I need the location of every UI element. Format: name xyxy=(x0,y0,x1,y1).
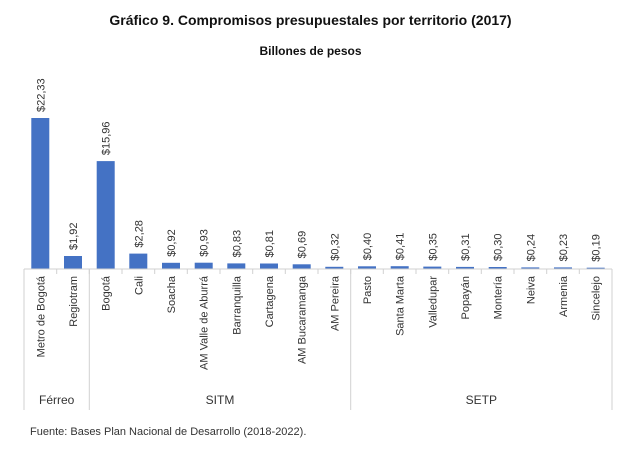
bar xyxy=(325,266,344,269)
bar xyxy=(456,266,474,269)
bar xyxy=(96,161,115,269)
category-label: AM Valle de Aburrá xyxy=(199,275,211,370)
data-label: $0,24 xyxy=(525,234,537,262)
category-label: Neiva xyxy=(525,275,537,304)
data-label: $0,35 xyxy=(427,233,439,261)
category-label: Soacha xyxy=(166,275,178,313)
category-label: Regiotram xyxy=(68,276,80,327)
data-label: $22,33 xyxy=(35,78,47,112)
data-label: $0,32 xyxy=(329,233,341,261)
bar xyxy=(358,266,376,269)
bar xyxy=(129,253,148,269)
group-label: Férreo xyxy=(39,393,75,407)
category-label: Armenia xyxy=(558,275,570,317)
category-label: Montería xyxy=(493,275,505,319)
category-label: Pasto xyxy=(362,276,374,304)
data-label: $0,30 xyxy=(493,233,505,261)
bar xyxy=(554,267,572,269)
bar xyxy=(586,267,605,269)
data-label: $0,41 xyxy=(395,233,407,261)
bar xyxy=(260,263,278,269)
data-label: $0,40 xyxy=(362,233,374,261)
group-label: SETP xyxy=(466,393,497,407)
category-label: Sincelejo xyxy=(591,276,603,321)
category-label: Cali xyxy=(133,276,145,295)
data-label: $0,23 xyxy=(558,234,570,262)
bar xyxy=(227,263,246,269)
data-label: $0,69 xyxy=(297,231,309,259)
data-label: $0,31 xyxy=(460,233,472,261)
data-label: $0,93 xyxy=(199,229,211,257)
category-label: Bogotá xyxy=(101,275,113,311)
category-label: Metro de Bogotá xyxy=(35,275,47,357)
bar xyxy=(521,267,540,269)
chart-subtitle: Billones de pesos xyxy=(259,44,362,58)
chart-title: Gráfico 9. Compromisos presupuestales po… xyxy=(109,12,512,28)
bar xyxy=(488,267,507,269)
category-label: AM Pereira xyxy=(329,275,341,331)
bar xyxy=(194,262,213,269)
data-label: $0,92 xyxy=(166,229,178,257)
data-label: $2,28 xyxy=(133,220,145,248)
bar xyxy=(64,256,82,269)
bar xyxy=(292,264,311,269)
category-label: Popayán xyxy=(460,276,472,319)
bar xyxy=(390,266,409,269)
source-note: Fuente: Bases Plan Nacional de Desarroll… xyxy=(30,426,307,438)
category-label: Valledupar xyxy=(427,276,439,328)
data-label: $0,81 xyxy=(264,230,276,258)
category-label: Barranquilla xyxy=(231,275,243,335)
data-label: $15,96 xyxy=(101,121,113,155)
group-label: SITM xyxy=(206,393,235,407)
category-label: AM Bucaramanga xyxy=(297,275,309,364)
category-label: Cartagena xyxy=(264,275,276,327)
data-label: $1,92 xyxy=(68,222,80,250)
data-label: $0,19 xyxy=(591,234,603,262)
bar xyxy=(423,266,442,269)
category-label: Santa Marta xyxy=(395,275,407,336)
data-label: $0,83 xyxy=(231,230,243,258)
bar xyxy=(31,118,50,269)
bar xyxy=(162,262,180,269)
